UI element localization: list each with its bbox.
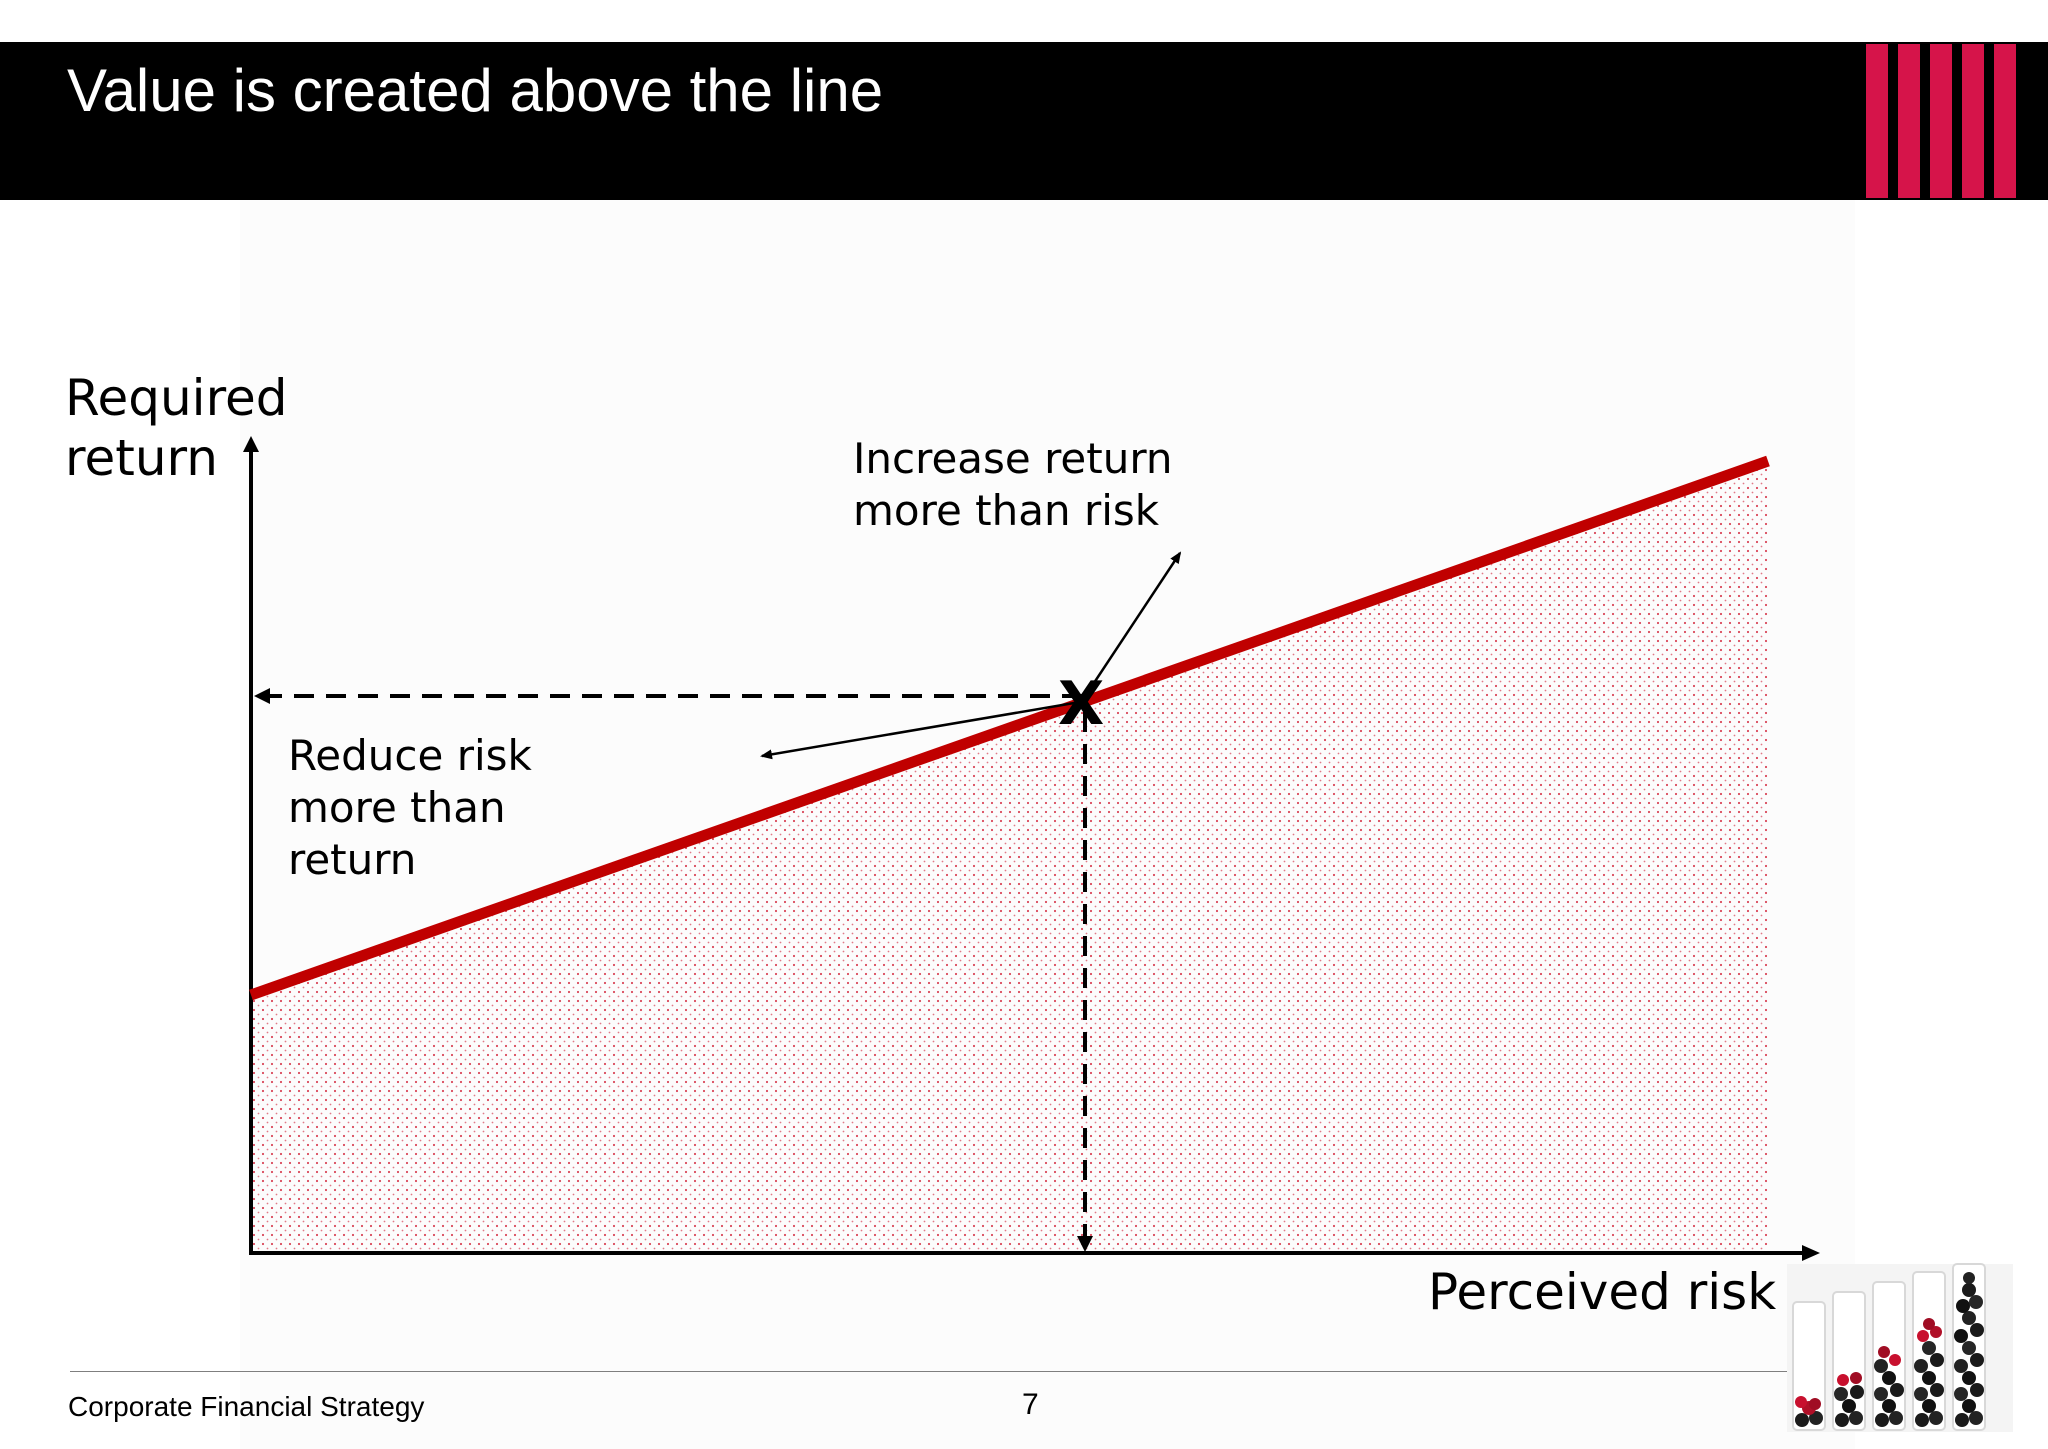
stacked-berries-tubes-image bbox=[1787, 1263, 2013, 1432]
brand-bar bbox=[1930, 44, 1952, 198]
reduce-risk-arrow bbox=[760, 700, 1081, 760]
x-axis-label: Perceived risk bbox=[1428, 1263, 1777, 1321]
required-return-line bbox=[249, 455, 1770, 1001]
tube bbox=[1792, 1301, 1826, 1431]
title-bar bbox=[0, 42, 2048, 200]
increase-return-arrow bbox=[1082, 551, 1182, 699]
vertical-guide-arrowhead bbox=[1077, 1236, 1093, 1252]
tube bbox=[1912, 1271, 1946, 1431]
tube bbox=[1872, 1281, 1906, 1431]
brand-bar bbox=[1994, 44, 2016, 198]
brand-bar bbox=[1866, 44, 1888, 198]
y-axis-label: Required return bbox=[65, 369, 288, 487]
page-number: 7 bbox=[1022, 1388, 1039, 1421]
footer-text: Corporate Financial Strategy bbox=[68, 1391, 425, 1422]
footer-divider bbox=[70, 1371, 1800, 1372]
value-region-below-line bbox=[251, 461, 1768, 1253]
tube bbox=[1952, 1263, 1986, 1431]
horizontal-guide-arrowhead bbox=[254, 688, 270, 704]
brand-bar bbox=[1962, 44, 1984, 198]
y-axis-arrowhead bbox=[243, 436, 259, 452]
brand-bar bbox=[1898, 44, 1920, 198]
reduce-risk-annotation: Reduce risk more than return bbox=[288, 731, 532, 884]
x-axis-arrowhead bbox=[1802, 1245, 1820, 1261]
increase-return-annotation: Increase return more than risk bbox=[853, 434, 1173, 535]
tube bbox=[1832, 1291, 1866, 1431]
slide-title: Value is created above the line bbox=[67, 57, 884, 124]
point-marker: X bbox=[1058, 669, 1105, 739]
brand-bars-logo bbox=[1866, 44, 2016, 198]
